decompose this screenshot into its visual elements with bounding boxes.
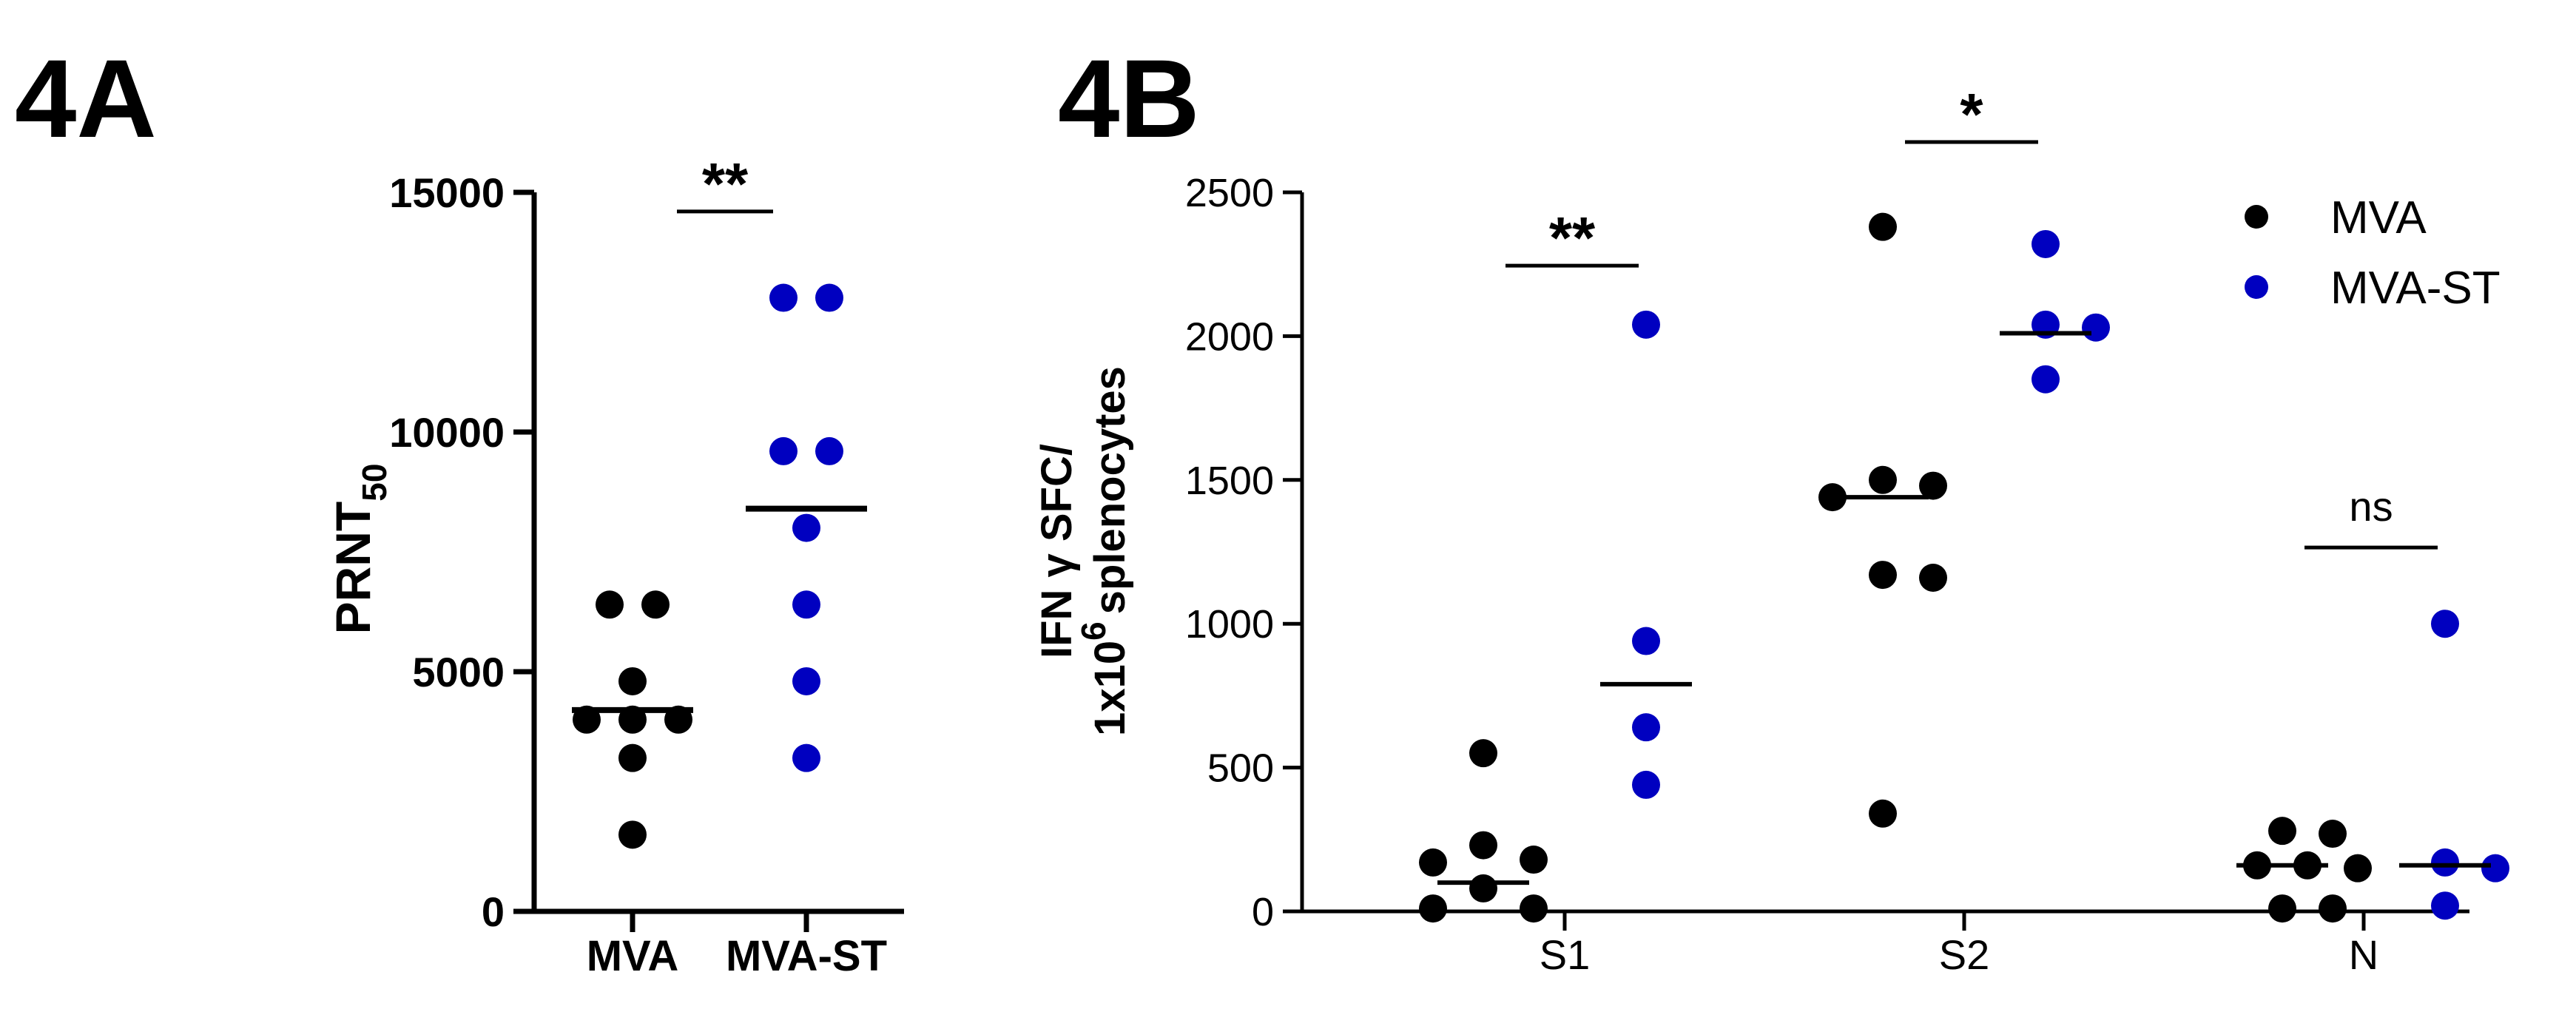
- data-point: [815, 283, 843, 312]
- data-point: [2082, 313, 2110, 342]
- panel-4a: 4A 0 5000 10000 15000 MVA MVA-ST ** PRNT50: [15, 36, 904, 980]
- data-point: [1919, 471, 1947, 500]
- data-point: [1869, 465, 1897, 494]
- data-point: [1469, 874, 1497, 903]
- data-point: [1919, 563, 1947, 592]
- y-ticks-a: 0 5000 10000 15000: [389, 169, 534, 935]
- data-point: [2268, 894, 2296, 923]
- significance-label: ns: [2349, 483, 2393, 530]
- data-point: [1469, 831, 1497, 860]
- data-point: [641, 590, 670, 619]
- panel-label-4b: 4B: [1058, 36, 1200, 161]
- y-axis-label-b-rest: splenocytes: [1086, 366, 1134, 614]
- legend-label: MVA-ST: [2330, 263, 2501, 314]
- legend-marker: [2245, 275, 2268, 299]
- data-point: [1632, 627, 1660, 655]
- legend-marker: [2245, 205, 2268, 229]
- data-point: [1632, 770, 1660, 799]
- data-point: [1869, 799, 1897, 828]
- y-tick-label-b: 2000: [1185, 314, 1274, 359]
- y-tick-label-a: 15000: [389, 169, 505, 216]
- significance-label: **: [702, 151, 749, 217]
- y-tick-label-a: 0: [482, 888, 505, 935]
- data-point: [2319, 894, 2347, 923]
- x-category-label-b: N: [2349, 931, 2378, 978]
- medians-a: [572, 505, 867, 713]
- data-point: [769, 283, 798, 312]
- data-point: [815, 436, 843, 465]
- x-category-label-b: S1: [1540, 931, 1591, 978]
- data-point: [2032, 365, 2060, 394]
- x-category-label-a: MVA-ST: [726, 932, 887, 980]
- y-axis-label-b-sup: 6: [1074, 621, 1113, 641]
- data-point: [2344, 854, 2372, 883]
- y-tick-label-a: 10000: [389, 409, 505, 456]
- x-category-label-b: S2: [1939, 931, 1990, 978]
- medians-b: [1437, 331, 2491, 885]
- data-point: [2032, 229, 2060, 258]
- data-point: [596, 590, 624, 619]
- y-tick-label-b: 1500: [1185, 459, 1274, 503]
- data-point: [618, 820, 647, 849]
- data-point: [1632, 713, 1660, 742]
- y-axis-label-b-1x10: 1x10: [1086, 641, 1134, 736]
- data-point: [1520, 846, 1548, 874]
- legend-label: MVA: [2330, 192, 2427, 243]
- data-point: [2431, 891, 2459, 920]
- y-tick-label-b: 0: [1252, 890, 1274, 934]
- y-ticks-b: 0 500 1000 1500 2000 2500: [1185, 171, 1302, 934]
- y-axis-label-b-line2: 1x106 splenocytes: [1074, 366, 1134, 736]
- data-point: [2481, 854, 2509, 883]
- y-tick-label-b: 1000: [1185, 602, 1274, 647]
- data-point: [769, 436, 798, 465]
- data-points-a: [573, 283, 843, 849]
- data-point: [618, 667, 647, 695]
- x-category-label-a: MVA: [587, 932, 679, 980]
- data-point: [1869, 212, 1897, 241]
- x-categories-a: MVA MVA-ST: [587, 911, 887, 980]
- data-point: [618, 743, 647, 772]
- data-point: [792, 667, 820, 695]
- significance-a: **: [677, 151, 773, 217]
- panel-label-4a: 4A: [15, 36, 157, 161]
- data-point: [1818, 483, 1847, 512]
- data-point: [1632, 310, 1660, 339]
- data-point: [792, 590, 820, 619]
- data-point: [1419, 894, 1447, 923]
- data-point: [2268, 817, 2296, 846]
- data-point: [792, 513, 820, 542]
- data-point: [792, 743, 820, 772]
- legend-b: MVA MVA-ST: [2245, 192, 2501, 314]
- significance-b: ***ns: [1506, 81, 2438, 550]
- y-tick-label-a: 5000: [412, 649, 505, 695]
- data-point: [2431, 610, 2459, 638]
- data-point: [2431, 848, 2459, 877]
- data-points-b: [1419, 212, 2509, 923]
- significance-label: **: [1549, 205, 1596, 271]
- data-point: [1419, 848, 1447, 877]
- y-axis-label-a-sub: 50: [355, 464, 394, 502]
- y-tick-label-b: 500: [1207, 746, 1274, 791]
- data-point: [2319, 820, 2347, 848]
- y-tick-label-b: 2500: [1185, 171, 1274, 215]
- x-categories-b: S1 S2 N: [1540, 911, 2378, 978]
- data-point: [1469, 739, 1497, 768]
- y-axis-label-a-main: PRNT: [326, 502, 380, 635]
- y-axis-label-a: PRNT50: [326, 464, 394, 635]
- y-axis-label-b-line1: IFN γ SFC/: [1033, 444, 1081, 658]
- significance-label: *: [1960, 81, 1983, 147]
- data-point: [1869, 561, 1897, 590]
- data-point: [1520, 894, 1548, 923]
